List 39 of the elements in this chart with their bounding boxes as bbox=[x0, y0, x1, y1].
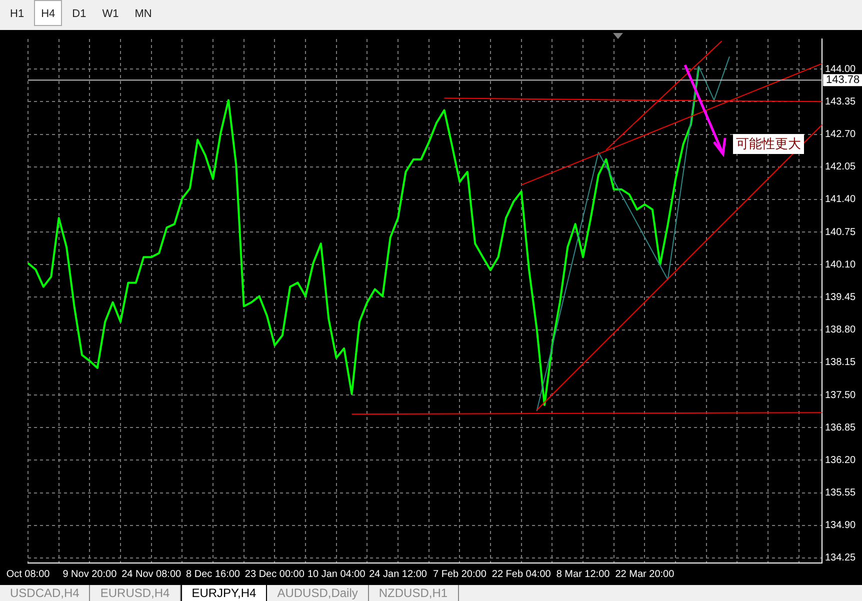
annotation: 可能性更大 bbox=[733, 134, 804, 154]
x-tick-label: 22 Mar 20:00 bbox=[615, 568, 675, 580]
x-tick-label: 8 Mar 12:00 bbox=[556, 568, 610, 580]
text: USDCAD,H4 bbox=[0, 585, 90, 601]
y-tick-label: 136.20 bbox=[825, 454, 856, 466]
x-tick-label: 8 Dec 16:00 bbox=[186, 568, 240, 580]
ref-line-label: 143.78 bbox=[826, 74, 860, 86]
y-tick-label: 136.85 bbox=[825, 422, 856, 434]
y-tick-label: 135.55 bbox=[825, 488, 856, 499]
y-tick-label: 134.25 bbox=[825, 552, 856, 564]
y-tick-label: 141.40 bbox=[825, 194, 856, 206]
y-tick-label: 142.05 bbox=[825, 162, 856, 173]
x-tick-label: 24 Nov 08:00 bbox=[122, 568, 182, 580]
x-tick-label: 7 Feb 20:00 bbox=[433, 568, 487, 580]
y-tick-label: 140.75 bbox=[825, 226, 856, 238]
y-tick-label: 137.50 bbox=[825, 390, 856, 401]
x-tick-label: Oct 08:00 bbox=[6, 568, 50, 580]
text: H1 bbox=[9, 7, 26, 22]
y-tick-label: 134.90 bbox=[825, 520, 856, 532]
x-tick-label: 10 Jan 04:00 bbox=[307, 568, 366, 580]
text: MN bbox=[134, 7, 153, 22]
text: D1 bbox=[71, 7, 88, 22]
x-tick-label: 22 Feb 04:00 bbox=[492, 568, 552, 580]
y-tick-label: 138.15 bbox=[825, 357, 856, 368]
text: EURJPY,H4 bbox=[180, 585, 268, 601]
x-tick-label: 9 Nov 20:00 bbox=[62, 568, 118, 580]
text: AUDUSD,Daily bbox=[267, 585, 369, 601]
y-tick-label: 139.45 bbox=[825, 292, 856, 303]
y-tick-label: 143.35 bbox=[825, 96, 856, 108]
text: W1 bbox=[101, 7, 120, 22]
y-tick-label: 142.70 bbox=[825, 129, 856, 140]
y-tick-label: 138.80 bbox=[825, 324, 856, 336]
x-tick-label: 23 Dec 00:00 bbox=[244, 568, 305, 580]
text: H4 bbox=[34, 0, 62, 26]
text: EURUSD,H4 bbox=[90, 585, 181, 601]
text: NZDUSD,H1 bbox=[368, 585, 459, 601]
y-tick-label: 140.10 bbox=[825, 259, 856, 270]
y-tick-label: 144.00 bbox=[825, 64, 856, 75]
x-tick-label: 24 Jan 12:00 bbox=[369, 568, 428, 580]
